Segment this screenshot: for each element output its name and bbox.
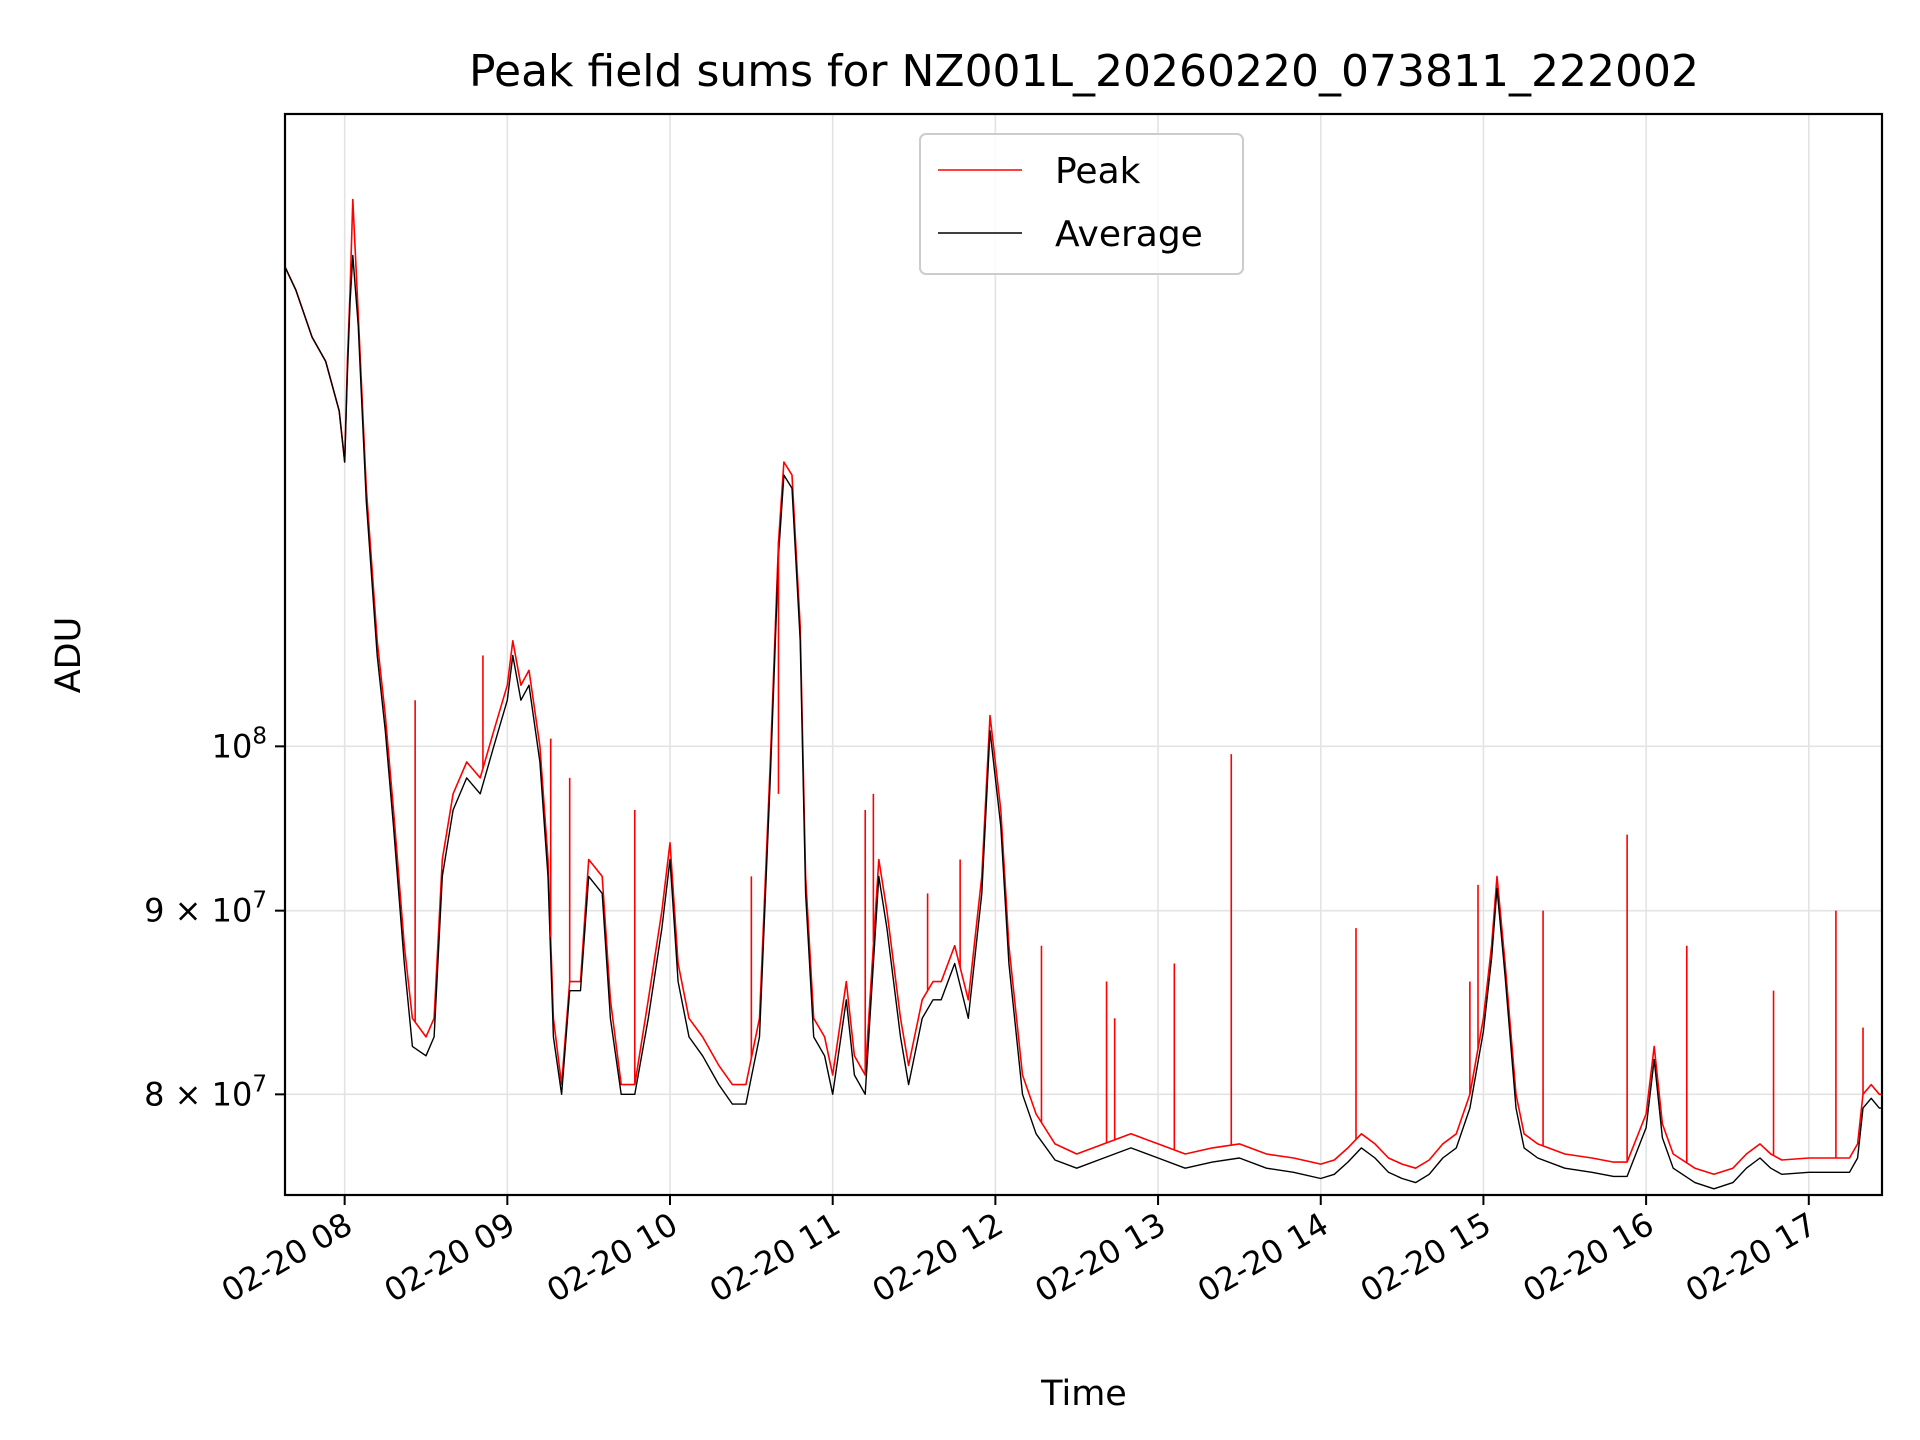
y-axis-label: ADU bbox=[49, 617, 89, 694]
y-tick-base: 9 × 10 bbox=[144, 892, 252, 930]
y-tick-label: 108 bbox=[212, 723, 267, 765]
y-tick-exponent: 7 bbox=[252, 888, 267, 914]
legend-box bbox=[919, 133, 1244, 275]
y-tick-exponent: 7 bbox=[252, 1071, 267, 1097]
x-axis-label: Time bbox=[1040, 1374, 1127, 1414]
plot-area bbox=[285, 198, 1882, 1190]
grid bbox=[285, 114, 1882, 1195]
legend: Peak Average bbox=[919, 133, 1244, 275]
y-tick-base: 8 × 10 bbox=[144, 1075, 252, 1113]
series-layer bbox=[285, 198, 1882, 1190]
y-tick-label: 8 × 107 bbox=[144, 1071, 267, 1113]
legend-label-peak: Peak bbox=[1055, 151, 1141, 192]
legend-label-average: Average bbox=[1055, 214, 1203, 255]
chart-title: Peak field sums for NZ001L_20260220_0738… bbox=[469, 46, 1699, 97]
plot-frame bbox=[283, 112, 1884, 1197]
y-tick-label: 9 × 107 bbox=[144, 888, 267, 930]
series-line-average bbox=[285, 254, 1882, 1190]
series-line-peak bbox=[285, 198, 1882, 1176]
y-tick-base: 10 bbox=[212, 727, 253, 765]
y-tick-exponent: 8 bbox=[252, 723, 267, 749]
